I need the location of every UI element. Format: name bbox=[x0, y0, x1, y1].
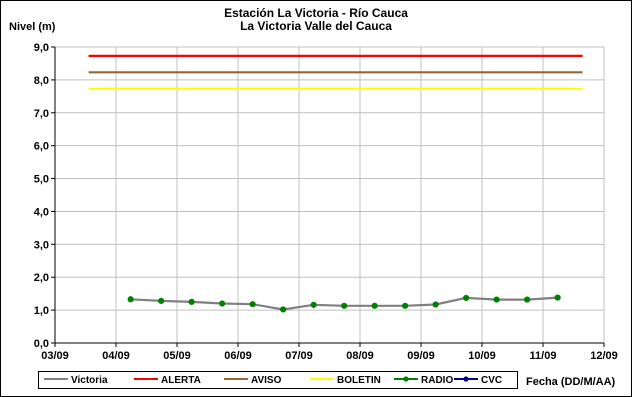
x-tick-label: 05/09 bbox=[163, 350, 191, 362]
chart-subtitle: La Victoria Valle del Cauca bbox=[240, 19, 392, 33]
series-radio-point bbox=[554, 294, 561, 301]
x-axis-label: Fecha (DD/M/AA) bbox=[526, 376, 616, 388]
y-tick-label: 6,0 bbox=[34, 141, 49, 153]
series-radio-point bbox=[127, 296, 134, 303]
series-radio-point bbox=[310, 301, 317, 308]
x-tick-label: 03/09 bbox=[41, 350, 69, 362]
legend-boletin-label: BOLETIN bbox=[337, 375, 381, 386]
x-tick-label: 08/09 bbox=[346, 350, 374, 362]
x-tick-label: 11/09 bbox=[530, 350, 557, 362]
y-tick-label: 1,0 bbox=[34, 305, 49, 317]
legend-radio-marker bbox=[403, 376, 409, 382]
legend-cvc-marker bbox=[463, 376, 469, 382]
y-tick-label: 7,0 bbox=[34, 108, 49, 120]
y-tick-label: 2,0 bbox=[34, 272, 49, 284]
x-tick-label: 06/09 bbox=[224, 350, 252, 362]
series-radio-point bbox=[432, 301, 439, 308]
y-tick-label: 3,0 bbox=[34, 239, 49, 251]
series-radio-point bbox=[402, 302, 409, 309]
series-radio-point bbox=[371, 302, 378, 309]
x-tick-label: 09/09 bbox=[407, 350, 435, 362]
series-radio-point bbox=[493, 296, 500, 303]
x-tick-label: 04/09 bbox=[102, 350, 130, 362]
plot-area bbox=[55, 47, 604, 343]
y-tick-label: 8,0 bbox=[34, 75, 49, 87]
legend bbox=[38, 371, 518, 389]
y-axis-label: Nivel (m) bbox=[9, 21, 56, 33]
y-tick-label: 0,0 bbox=[34, 338, 49, 350]
series-radio-point bbox=[249, 301, 256, 308]
legend-cvc-label: CVC bbox=[481, 375, 502, 386]
legend-victoria-label: Victoria bbox=[71, 375, 108, 386]
series-radio-point bbox=[188, 298, 195, 305]
series-radio-point bbox=[280, 306, 287, 313]
series-radio-point bbox=[341, 302, 348, 309]
legend-aviso-label: AVISO bbox=[251, 375, 282, 386]
series-radio-point bbox=[158, 297, 165, 305]
chart-title: Estación La Victoria - Río Cauca bbox=[224, 6, 408, 20]
legend-alerta-label: ALERTA bbox=[161, 375, 201, 386]
y-tick-label: 9,0 bbox=[34, 42, 49, 54]
series-radio-point bbox=[463, 294, 470, 302]
x-tick-label: 07/09 bbox=[285, 350, 313, 362]
x-tick-label: 10/09 bbox=[468, 350, 496, 362]
series-radio-point bbox=[524, 296, 531, 303]
series-radio-point bbox=[219, 300, 226, 307]
y-tick-label: 5,0 bbox=[34, 174, 49, 186]
x-tick-label: 12/09 bbox=[590, 350, 618, 362]
y-tick-label: 4,0 bbox=[34, 206, 49, 218]
legend-radio-label: RADIO bbox=[421, 375, 453, 386]
